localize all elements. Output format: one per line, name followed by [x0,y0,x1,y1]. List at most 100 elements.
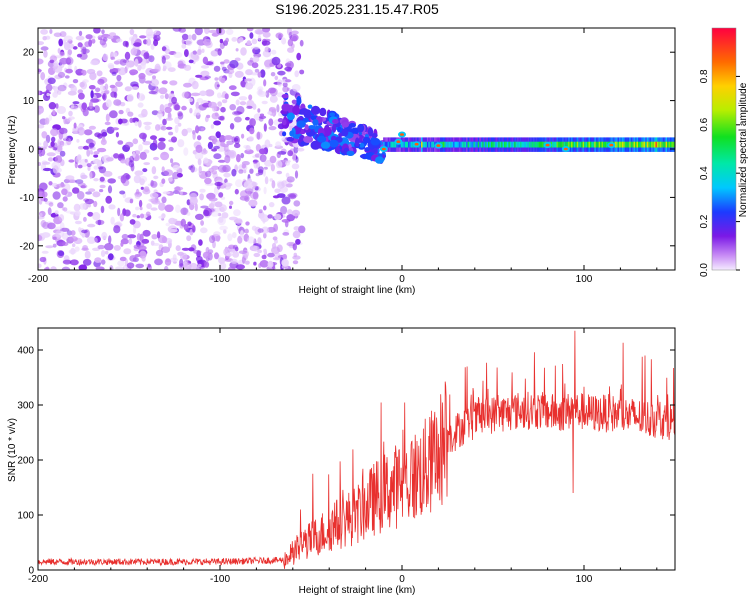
noise-cell [70,103,75,109]
transition-cell [346,150,355,156]
noise-cell [195,125,200,134]
signal-cell [499,141,502,148]
noise-cell [139,213,145,219]
signal-cell [649,141,652,148]
signal-cell [541,141,544,148]
noise-cell [61,266,71,270]
signal-cell [399,141,401,148]
noise-cell [234,57,241,62]
noise-cell [224,178,228,184]
noise-cell [201,48,205,53]
noise-cell [109,84,116,89]
noise-cell [211,135,217,140]
noise-cell [134,254,141,258]
noise-cell [113,153,120,159]
noise-cell [92,247,101,251]
noise-cell [194,151,204,160]
noise-cell [254,68,260,73]
noise-cell [140,186,144,190]
noise-cell [92,191,101,198]
transition-cell [311,105,321,115]
snr-axes: -200 -100 0 100 0 100 200 300 400 [17,327,676,585]
noise-cell [196,260,204,264]
noise-cell [102,53,109,62]
signal-cell [504,141,506,148]
noise-cell [207,141,213,150]
noise-cell [111,71,117,76]
spectrogram-xtick-label: -100 [210,274,230,285]
noise-cell [93,105,100,113]
signal-cell [450,141,452,148]
noise-cell [129,198,134,204]
noise-cell [213,65,221,72]
noise-cell [43,197,48,202]
noise-cell [137,119,142,128]
noise-cell [138,72,146,80]
noise-cell [249,127,255,135]
noise-cell [213,153,222,160]
noise-cell [262,168,266,177]
signal-cell [640,141,643,148]
colorbar-tick-label: 0.0 [699,263,710,277]
signal-cell [498,141,500,148]
noise-cell [223,229,227,234]
noise-cell [99,38,107,46]
noise-cell [237,235,243,244]
noise-cell [161,55,166,64]
noise-cell [252,245,260,252]
snr-xtick-label: 0 [399,574,405,585]
noise-cell [246,187,251,196]
noise-cell [225,182,229,186]
noise-cell [292,243,297,251]
noise-cell [296,52,302,61]
noise-cell [89,149,93,155]
snr-panel: -200 -100 0 100 0 100 200 300 400 Height of stra… [7,327,676,596]
noise-cell [197,135,202,141]
noise-cell [202,251,211,259]
noise-cell [269,155,277,164]
signal-cell [473,141,476,148]
signal-cell [493,141,496,148]
noise-cell [90,70,94,76]
transition-cell [282,131,287,137]
noise-cell [76,139,80,143]
noise-cell [257,237,262,245]
noise-cell [257,166,264,174]
noise-cell [110,56,116,60]
noise-cell [172,254,177,261]
noise-cell [85,34,93,40]
noise-cell [129,219,136,225]
noise-cell [192,131,196,140]
noise-cell [52,165,59,174]
noise-cell [78,264,88,270]
noise-cell [199,90,207,97]
noise-cell [80,174,88,179]
noise-cell [129,117,134,123]
signal-spot-core [609,143,614,147]
noise-cell [287,150,294,157]
noise-cell [293,252,298,258]
noise-cell [181,91,189,99]
noise-cell [158,87,168,95]
noise-cell [62,116,66,120]
snr-xlabel: Height of straight line (km) [299,585,416,596]
spectrogram-ytick-label: 0 [28,145,34,156]
noise-cell [38,142,42,146]
noise-cell [119,190,126,195]
noise-cell [126,262,135,269]
noise-cell [228,150,237,159]
noise-cell [88,85,96,90]
noise-cell [195,213,204,220]
signal-cell [604,141,607,148]
noise-cell [235,179,243,188]
noise-cell [80,158,89,167]
signal-cell [515,141,518,148]
noise-cell [263,186,267,195]
noise-cell [122,40,129,47]
noise-cell [232,251,240,258]
noise-cell [275,141,282,148]
noise-cell [117,140,124,145]
noise-cell [244,149,254,155]
noise-cell [152,242,160,246]
